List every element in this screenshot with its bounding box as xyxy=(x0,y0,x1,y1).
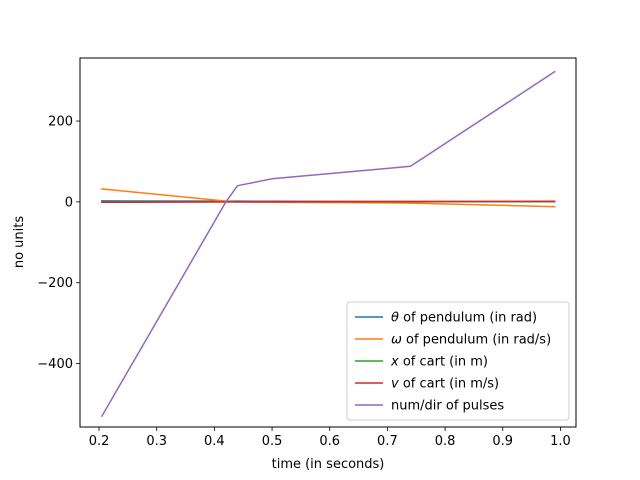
series-line-5 xyxy=(100,70,556,418)
x-tick-label: 0.4 xyxy=(204,434,225,449)
axes-frame xyxy=(79,57,577,428)
y-tick-label: −400 xyxy=(37,357,73,372)
x-tick-label: 0.7 xyxy=(377,434,398,449)
plot-area xyxy=(100,70,556,418)
y-tick-label: 0 xyxy=(65,195,73,210)
legend-box xyxy=(346,301,570,421)
y-axis: −400 −200 0 200 xyxy=(37,115,80,372)
y-axis-label: no units xyxy=(12,216,27,269)
x-tick-label: 0.6 xyxy=(319,434,340,449)
legend-label-5: num/dir of pulses xyxy=(391,399,504,414)
x-tick-label: 0.5 xyxy=(262,434,283,449)
series-line-4 xyxy=(101,200,556,204)
x-tick-label: 0.8 xyxy=(435,434,456,449)
legend: θ of pendulum (in rad) ω of pendulum (in … xyxy=(346,301,570,421)
x-tick-label: 0.3 xyxy=(146,434,167,449)
y-tick-label: 200 xyxy=(48,115,73,130)
x-axis: 0.2 0.3 0.4 0.5 0.6 0.7 0.8 0.9 1.0 xyxy=(89,427,571,449)
legend-label-2: ω of pendulum (in rad/s) xyxy=(391,333,551,348)
x-axis-label: time (in seconds) xyxy=(272,457,385,472)
legend-label-1: θ of pendulum (in rad) xyxy=(391,311,537,326)
legend-label-4: v of cart (in m/s) xyxy=(391,377,499,392)
y-tick-label: −200 xyxy=(37,276,73,291)
x-tick-label: 0.2 xyxy=(89,434,110,449)
x-tick-label: 0.9 xyxy=(492,434,513,449)
legend-label-3: x of cart (in m) xyxy=(390,355,488,370)
x-tick-label: 1.0 xyxy=(550,434,571,449)
